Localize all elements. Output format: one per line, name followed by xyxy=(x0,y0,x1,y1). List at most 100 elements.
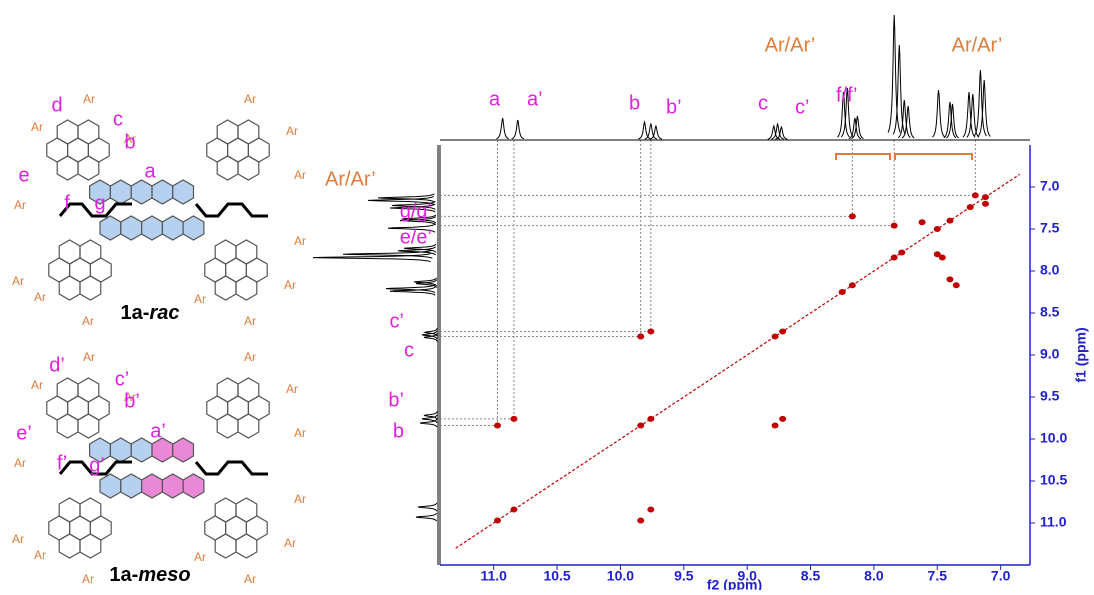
ring xyxy=(57,378,78,402)
cross-peak xyxy=(637,517,644,523)
substituent-label: Ar xyxy=(194,292,206,306)
side-label: g/g’ xyxy=(400,200,432,222)
substituent-label: Ar xyxy=(244,314,256,328)
side-label: Ar/Ar’ xyxy=(325,168,376,190)
compound-form: rac xyxy=(149,302,179,324)
proton-label: b’ xyxy=(124,390,140,412)
cross-peak xyxy=(946,276,953,282)
ring xyxy=(100,474,121,498)
side-label: b xyxy=(393,420,404,442)
substituent-label: Ar xyxy=(83,350,95,364)
substituent-label: Ar xyxy=(82,314,94,328)
proton-label: c xyxy=(113,108,123,130)
ring xyxy=(78,120,99,144)
cross-peak xyxy=(972,192,979,198)
ring xyxy=(215,498,236,522)
x-axis-label: f2 (ppm) xyxy=(707,577,762,590)
ring xyxy=(142,216,163,240)
ring xyxy=(131,438,152,462)
peak-label: c xyxy=(758,92,768,114)
figure: ArArArArArArArArArArArArArArdcbaefg1a-ra… xyxy=(0,0,1094,590)
bay-path xyxy=(196,204,268,216)
substituent-label: Ar xyxy=(83,92,95,106)
proton-label: f’ xyxy=(57,452,67,474)
bay-path xyxy=(196,462,268,474)
peak-label: b xyxy=(629,92,640,114)
spectrum-peak xyxy=(497,118,509,139)
substituent-label: Ar xyxy=(14,456,26,470)
compound-number: 1a- xyxy=(121,302,150,324)
side-label: e/e’ xyxy=(400,226,432,248)
ring xyxy=(236,276,257,300)
ring xyxy=(131,180,152,204)
substituent-label: Ar xyxy=(34,548,46,562)
substituent-label: Ar xyxy=(294,168,306,182)
y-axis-label: f1 (ppm) xyxy=(1073,327,1089,382)
compound-name: 1a-meso xyxy=(109,564,190,586)
proton-label: d xyxy=(51,94,62,116)
ring xyxy=(217,378,238,402)
projection-peak xyxy=(416,513,437,521)
x-tick-label: 7.0 xyxy=(991,568,1011,584)
y-tick-label: 7.0 xyxy=(1040,178,1060,194)
substituent-label: Ar xyxy=(31,378,43,392)
ring xyxy=(78,414,99,438)
cross-peak xyxy=(982,201,989,207)
peak-label: Ar/Ar’ xyxy=(765,34,816,56)
cross-peak xyxy=(647,328,654,334)
ring xyxy=(100,216,121,240)
y-tick-label: 9.5 xyxy=(1040,388,1060,404)
y-tick-label: 10.5 xyxy=(1040,472,1067,488)
cross-peak xyxy=(891,223,898,229)
proton-label: g’ xyxy=(89,454,105,476)
compound-number: 1a- xyxy=(109,564,138,586)
cross-peak xyxy=(494,423,501,429)
ring xyxy=(57,120,78,144)
compound-form: meso xyxy=(138,564,190,586)
peak-label: a xyxy=(489,88,501,110)
ring xyxy=(183,216,204,240)
ring xyxy=(183,474,204,498)
proton-label: d’ xyxy=(49,354,65,376)
ring xyxy=(238,378,259,402)
cross-peak xyxy=(637,334,644,340)
substituent-label: Ar xyxy=(12,274,24,288)
substituent-label: Ar xyxy=(244,572,256,586)
ring xyxy=(142,474,163,498)
side-label: c xyxy=(404,339,414,361)
ring xyxy=(238,156,259,180)
substituent-label: Ar xyxy=(284,536,296,550)
spectrum-peak xyxy=(512,120,524,139)
y-tick-label: 9.0 xyxy=(1040,346,1060,362)
ring xyxy=(215,240,236,264)
substituent-label: Ar xyxy=(31,120,43,134)
ring xyxy=(238,120,259,144)
substituent-label: Ar xyxy=(244,92,256,106)
x-tick-label: 10.0 xyxy=(607,568,634,584)
ring xyxy=(236,498,257,522)
ring xyxy=(110,180,131,204)
ring xyxy=(173,438,194,462)
spectrum-peak xyxy=(933,90,945,137)
proton-label: a xyxy=(144,160,156,182)
molecule xyxy=(47,378,269,558)
projection-peak xyxy=(418,503,437,511)
substituent-label: Ar xyxy=(294,234,306,248)
peak-label: b’ xyxy=(666,96,682,118)
peak-label: c’ xyxy=(795,96,809,118)
ring xyxy=(59,498,80,522)
ring xyxy=(162,216,183,240)
substituent-label: Ar xyxy=(286,382,298,396)
peak-label: a’ xyxy=(527,88,543,110)
ring xyxy=(110,438,131,462)
x-tick-label: 11.0 xyxy=(480,568,507,584)
x-tick-label: 8.0 xyxy=(864,568,884,584)
y-tick-label: 11.0 xyxy=(1040,514,1067,530)
ring xyxy=(238,414,259,438)
ring xyxy=(217,120,238,144)
proton-label: f xyxy=(64,192,70,214)
substituent-label: Ar xyxy=(82,572,94,586)
compound-name: 1a-rac xyxy=(121,302,180,324)
ring xyxy=(236,240,257,264)
ring xyxy=(121,474,142,498)
